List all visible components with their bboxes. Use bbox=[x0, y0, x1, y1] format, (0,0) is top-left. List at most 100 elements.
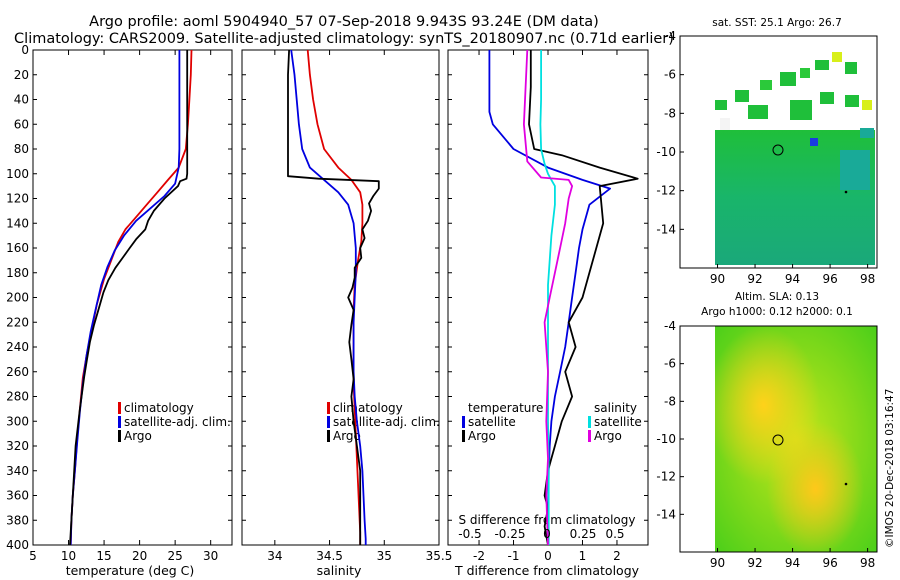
series-line-s-satellite bbox=[539, 50, 556, 545]
map-x-tick-label: 94 bbox=[785, 272, 800, 286]
y-tick-label: 320 bbox=[6, 439, 29, 453]
sst-small-marker bbox=[844, 190, 848, 194]
map-x-tick-label: 98 bbox=[860, 272, 875, 286]
map-y-tick-label: -4 bbox=[664, 29, 676, 43]
series-line-argo bbox=[287, 49, 380, 545]
x-tick-label: 1 bbox=[579, 549, 587, 563]
difference-xlabel: T difference from climatology bbox=[454, 563, 640, 578]
legend-swatch-climatology bbox=[118, 402, 121, 414]
y-tick-label: 200 bbox=[6, 291, 29, 305]
map-y-tick-label: -6 bbox=[664, 357, 676, 371]
x-tick-label: -1 bbox=[508, 549, 520, 563]
s-difference-tick-label: 0.5 bbox=[605, 527, 624, 541]
y-tick-label: 120 bbox=[6, 192, 29, 206]
salinity-legend: climatology satellite-adj. clim. Argo bbox=[327, 401, 440, 443]
legend-swatch-climatology bbox=[327, 402, 330, 414]
y-tick-label: 340 bbox=[6, 464, 29, 478]
map-y-tick-label: -14 bbox=[656, 507, 676, 521]
legend-label-t-satellite: satellite bbox=[468, 415, 516, 429]
sst-argo-marker bbox=[772, 144, 784, 156]
x-tick-label: 35.5 bbox=[426, 549, 453, 563]
legend-label-argo: Argo bbox=[333, 429, 361, 443]
figure-title-line2: Climatology: CARS2009. Satellite-adjuste… bbox=[14, 31, 674, 47]
map-y-tick-label: -12 bbox=[656, 470, 676, 484]
legend-swatch-t-satellite bbox=[462, 416, 465, 428]
temperature-axes bbox=[32, 49, 233, 546]
x-tick-label: 34 bbox=[267, 549, 282, 563]
legend-title-temperature: temperature bbox=[468, 401, 543, 415]
map-y-tick-label: -6 bbox=[664, 68, 676, 82]
y-tick-label: 220 bbox=[6, 315, 29, 329]
legend-label-s-argo: Argo bbox=[594, 429, 622, 443]
sla-map-panel: Altim. SLA: 0.13 Argo h1000: 0.12 h2000:… bbox=[679, 291, 878, 553]
difference-legend: temperature satellite Argo salinity sate… bbox=[462, 401, 642, 443]
y-tick-label: 160 bbox=[6, 241, 29, 255]
x-tick-label: 34.5 bbox=[316, 549, 343, 563]
map-x-tick-label: 96 bbox=[822, 272, 837, 286]
y-tick-label: 60 bbox=[14, 117, 29, 131]
legend-label-climatology: climatology bbox=[124, 401, 194, 415]
y-tick-label: 140 bbox=[6, 216, 29, 230]
x-tick-label: -2 bbox=[473, 549, 485, 563]
series-line-satellite-adj-clim- bbox=[290, 49, 367, 545]
series-line-satellite-adj-clim- bbox=[69, 50, 181, 546]
series-line-s-argo bbox=[523, 49, 573, 546]
map-y-tick-label: -4 bbox=[664, 319, 676, 333]
series-line-t-argo bbox=[528, 50, 639, 546]
s-difference-tick-label: 0 bbox=[543, 527, 551, 541]
sst-patches bbox=[715, 52, 874, 190]
figure-title-line1: Argo profile: aoml 5904940_57 07-Sep-201… bbox=[89, 14, 599, 30]
series-line-climatology bbox=[69, 49, 193, 546]
sst-map-title: sat. SST: 25.1 Argo: 26.7 bbox=[712, 17, 842, 29]
legend-label-argo: Argo bbox=[124, 429, 152, 443]
map-x-tick-label: 98 bbox=[860, 556, 875, 570]
salinity-xlabel: salinity bbox=[317, 563, 362, 578]
y-tick-label: 400 bbox=[6, 538, 29, 552]
legend-label-satellite: satellite-adj. clim. bbox=[124, 415, 231, 429]
map-x-tick-label: 92 bbox=[747, 556, 762, 570]
sst-map-panel: sat. SST: 25.1 Argo: 26.7 bbox=[679, 17, 878, 269]
map-y-tick-label: -10 bbox=[656, 145, 676, 159]
legend-swatch-argo bbox=[118, 430, 121, 442]
y-tick-label: 180 bbox=[6, 266, 29, 280]
y-tick-label: 360 bbox=[6, 489, 29, 503]
legend-label-satellite: satellite-adj. clim. bbox=[333, 415, 440, 429]
x-tick-label: 30 bbox=[203, 549, 218, 563]
legend-label-t-argo: Argo bbox=[468, 429, 496, 443]
temperature-legend: climatology satellite-adj. clim. Argo bbox=[118, 401, 231, 443]
y-tick-label: 20 bbox=[14, 68, 29, 82]
map-y-tick-label: -14 bbox=[656, 222, 676, 236]
y-tick-label: 380 bbox=[6, 513, 29, 527]
s-difference-tick-label: 0.25 bbox=[570, 527, 597, 541]
y-tick-label: 240 bbox=[6, 340, 29, 354]
x-tick-label: 0 bbox=[544, 549, 552, 563]
map-x-tick-label: 90 bbox=[710, 556, 725, 570]
legend-swatch-s-argo bbox=[588, 430, 591, 442]
sla-map-subtitle: Argo h1000: 0.12 h2000: 0.1 bbox=[701, 306, 853, 318]
legend-title-salinity: salinity bbox=[594, 401, 637, 415]
y-tick-label: 300 bbox=[6, 414, 29, 428]
sla-small-marker bbox=[844, 482, 848, 486]
legend-label-climatology: climatology bbox=[333, 401, 403, 415]
temperature-panel bbox=[32, 49, 233, 546]
sla-high-region-2 bbox=[715, 326, 877, 552]
series-line-t-satellite bbox=[488, 50, 611, 546]
sla-argo-marker bbox=[772, 434, 784, 446]
y-tick-label: 40 bbox=[14, 93, 29, 107]
s-difference-tick-label: -0.5 bbox=[458, 527, 481, 541]
legend-swatch-t-argo bbox=[462, 430, 465, 442]
x-tick-label: 2 bbox=[613, 549, 621, 563]
s-difference-tick-label: -0.25 bbox=[494, 527, 525, 541]
sla-map-title: Altim. SLA: 0.13 bbox=[735, 291, 819, 303]
series-line-argo bbox=[69, 50, 189, 546]
imos-timestamp: ©IMOS 20-Dec-2018 03:16:47 bbox=[884, 389, 896, 548]
map-x-tick-label: 96 bbox=[822, 556, 837, 570]
x-tick-label: 25 bbox=[168, 549, 183, 563]
y-tick-label: 0 bbox=[21, 43, 29, 57]
x-tick-label: 15 bbox=[96, 549, 111, 563]
y-tick-label: 80 bbox=[14, 142, 29, 156]
map-y-tick-label: -12 bbox=[656, 184, 676, 198]
map-x-tick-label: 92 bbox=[747, 272, 762, 286]
x-tick-label: 5 bbox=[29, 549, 37, 563]
legend-swatch-satellite bbox=[118, 416, 121, 428]
